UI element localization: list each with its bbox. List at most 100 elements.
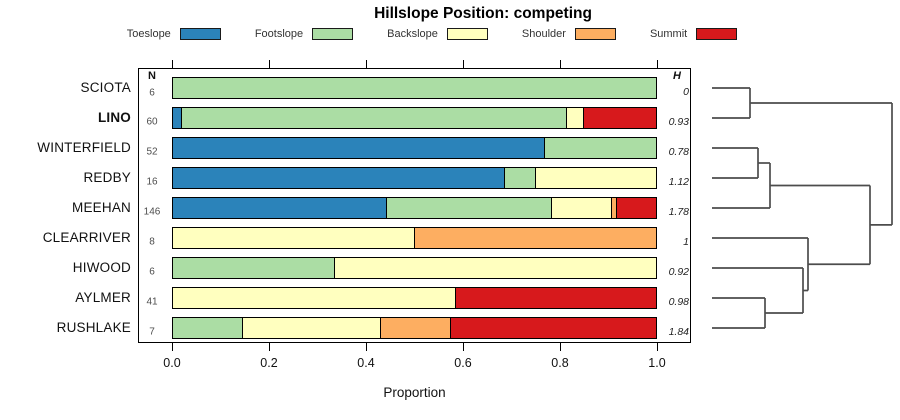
legend-swatch-backslope bbox=[446, 28, 488, 40]
bar-segment-footslope bbox=[503, 168, 535, 188]
n-value: 60 bbox=[146, 116, 158, 128]
x-axis-tick-top bbox=[269, 60, 271, 68]
bar-segment-footslope bbox=[173, 258, 334, 278]
x-axis-label: Proportion bbox=[383, 385, 446, 400]
bar-segment-toeslope bbox=[173, 198, 387, 218]
legend-item-footslope: Footslope bbox=[254, 28, 354, 40]
row-label-sciota: SCIOTA bbox=[80, 80, 131, 95]
shannon-h-value: 1.12 bbox=[668, 176, 689, 188]
bar-segment-backslope bbox=[534, 168, 656, 188]
bar-segment-shoulder bbox=[379, 318, 450, 338]
bar-segment-footslope bbox=[173, 318, 242, 338]
legend-swatch-toeslope bbox=[179, 28, 221, 40]
row-label-rushlake: RUSHLAKE bbox=[56, 320, 131, 335]
shannon-h-value: 1.84 bbox=[668, 326, 689, 338]
bar-segment-backslope bbox=[173, 288, 455, 308]
bar-segment-toeslope bbox=[173, 138, 544, 158]
shannon-h-value: 1.78 bbox=[668, 206, 689, 218]
bar-segment-summit bbox=[583, 108, 656, 128]
bar-segment-footslope bbox=[173, 78, 656, 98]
bar-segment-backslope bbox=[241, 318, 380, 338]
bar-segment-footslope bbox=[386, 198, 551, 218]
bar-segment-summit bbox=[615, 198, 656, 218]
shannon-h-value: 0.92 bbox=[668, 266, 689, 278]
bar-segment-summit bbox=[454, 288, 656, 308]
x-axis-tick-bottom bbox=[366, 343, 368, 351]
bar-segment-toeslope bbox=[173, 108, 182, 128]
n-value: 7 bbox=[149, 326, 155, 338]
stacked-bar-clearriver bbox=[172, 227, 657, 249]
stacked-bar-aylmer bbox=[172, 287, 657, 309]
x-axis-tick-bottom bbox=[463, 343, 465, 351]
stacked-bar-meehan bbox=[172, 197, 657, 219]
n-value: 8 bbox=[149, 236, 155, 248]
chart-title: Hillslope Position: competing bbox=[374, 5, 592, 22]
bar-segment-footslope bbox=[543, 138, 656, 158]
x-axis-tick-label: 0.2 bbox=[260, 356, 278, 370]
n-value: 52 bbox=[146, 146, 158, 158]
h-column-header: H bbox=[673, 70, 681, 82]
shannon-h-value: 0.98 bbox=[668, 296, 689, 308]
n-value: 6 bbox=[149, 87, 155, 99]
n-value: 41 bbox=[146, 296, 158, 308]
x-axis-tick-bottom bbox=[269, 343, 271, 351]
n-value: 6 bbox=[149, 266, 155, 278]
bar-segment-backslope bbox=[550, 198, 612, 218]
x-axis-tick-bottom bbox=[657, 343, 659, 351]
x-axis-tick-bottom bbox=[172, 343, 174, 351]
stacked-bar-redby bbox=[172, 167, 657, 189]
n-column-header: N bbox=[148, 70, 156, 82]
x-axis-tick-label: 0.8 bbox=[551, 356, 569, 370]
legend-item-summit: Summit bbox=[649, 28, 738, 40]
bar-segment-footslope bbox=[181, 108, 567, 128]
x-axis-tick-top bbox=[463, 60, 465, 68]
bar-segment-toeslope bbox=[173, 168, 504, 188]
legend-label: Footslope bbox=[254, 28, 304, 40]
legend-swatch-shoulder bbox=[574, 28, 616, 40]
row-label-lino: LINO bbox=[97, 110, 131, 125]
n-value: 16 bbox=[146, 176, 158, 188]
shannon-h-value: 0 bbox=[683, 86, 689, 98]
stacked-bar-sciota bbox=[172, 77, 657, 99]
bar-segment-backslope bbox=[566, 108, 583, 128]
shannon-h-value: 1 bbox=[683, 236, 689, 248]
x-axis-tick-label: 0.6 bbox=[454, 356, 472, 370]
stacked-bar-lino bbox=[172, 107, 657, 129]
row-label-clearriver: CLEARRIVER bbox=[42, 230, 131, 245]
shannon-h-value: 0.78 bbox=[668, 146, 689, 158]
legend-swatch-summit bbox=[696, 28, 738, 40]
bar-segment-summit bbox=[449, 318, 656, 338]
bar-segment-backslope bbox=[333, 258, 656, 278]
stacked-bar-winterfield bbox=[172, 137, 657, 159]
shannon-h-value: 0.93 bbox=[668, 116, 689, 128]
x-axis-tick-top bbox=[172, 60, 174, 68]
x-axis-tick-top bbox=[366, 60, 368, 68]
bar-segment-backslope bbox=[173, 228, 414, 248]
legend-swatch-footslope bbox=[312, 28, 354, 40]
x-axis-tick-bottom bbox=[560, 343, 562, 351]
legend-item-shoulder: Shoulder bbox=[522, 28, 616, 40]
n-value: 146 bbox=[143, 206, 161, 218]
row-label-meehan: MEEHAN bbox=[72, 200, 131, 215]
x-axis-tick-label: 1.0 bbox=[648, 356, 666, 370]
row-label-hiwood: HIWOOD bbox=[72, 260, 131, 275]
x-axis-tick-label: 0.4 bbox=[357, 356, 375, 370]
x-axis-tick-top bbox=[560, 60, 562, 68]
legend-label: Toeslope bbox=[126, 28, 171, 40]
row-label-redby: REDBY bbox=[83, 170, 131, 185]
legend: Toeslope Footslope Backslope Shoulder Summit bbox=[0, 26, 864, 42]
bar-segment-shoulder bbox=[414, 228, 656, 248]
row-label-aylmer: AYLMER bbox=[75, 290, 131, 305]
legend-item-toeslope: Toeslope bbox=[127, 28, 221, 40]
legend-label: Backslope bbox=[387, 28, 438, 40]
legend-label: Summit bbox=[649, 28, 688, 40]
legend-item-backslope: Backslope bbox=[387, 28, 488, 40]
stacked-bar-hiwood bbox=[172, 257, 657, 279]
legend-label: Shoulder bbox=[521, 28, 566, 40]
stacked-bar-rushlake bbox=[172, 317, 657, 339]
row-label-winterfield: WINTERFIELD bbox=[37, 140, 131, 155]
x-axis-tick-top bbox=[657, 60, 659, 68]
x-axis-tick-label: 0.0 bbox=[163, 356, 181, 370]
